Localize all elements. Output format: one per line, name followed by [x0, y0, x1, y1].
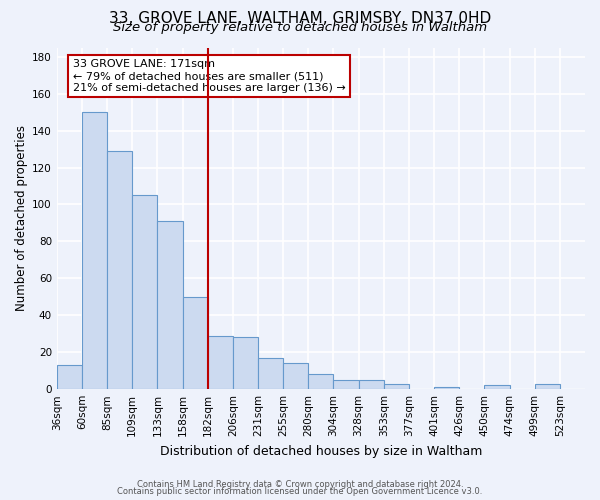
- Text: Contains HM Land Registry data © Crown copyright and database right 2024.: Contains HM Land Registry data © Crown c…: [137, 480, 463, 489]
- Bar: [283, 364, 308, 389]
- Bar: [359, 380, 384, 389]
- Text: Contains public sector information licensed under the Open Government Licence v3: Contains public sector information licen…: [118, 488, 482, 496]
- Bar: [82, 112, 107, 389]
- X-axis label: Distribution of detached houses by size in Waltham: Distribution of detached houses by size …: [160, 444, 482, 458]
- Text: Size of property relative to detached houses in Waltham: Size of property relative to detached ho…: [113, 22, 487, 35]
- Bar: [157, 221, 182, 389]
- Bar: [434, 388, 459, 389]
- Bar: [182, 297, 208, 389]
- Bar: [308, 374, 334, 389]
- Bar: [535, 384, 560, 389]
- Bar: [334, 380, 359, 389]
- Bar: [484, 386, 509, 389]
- Bar: [208, 336, 233, 389]
- Text: 33 GROVE LANE: 171sqm
← 79% of detached houses are smaller (511)
21% of semi-det: 33 GROVE LANE: 171sqm ← 79% of detached …: [73, 60, 346, 92]
- Bar: [258, 358, 283, 389]
- Text: 33, GROVE LANE, WALTHAM, GRIMSBY, DN37 0HD: 33, GROVE LANE, WALTHAM, GRIMSBY, DN37 0…: [109, 11, 491, 26]
- Bar: [57, 365, 82, 389]
- Y-axis label: Number of detached properties: Number of detached properties: [15, 126, 28, 312]
- Bar: [132, 196, 157, 389]
- Bar: [384, 384, 409, 389]
- Bar: [107, 151, 132, 389]
- Bar: [233, 338, 258, 389]
